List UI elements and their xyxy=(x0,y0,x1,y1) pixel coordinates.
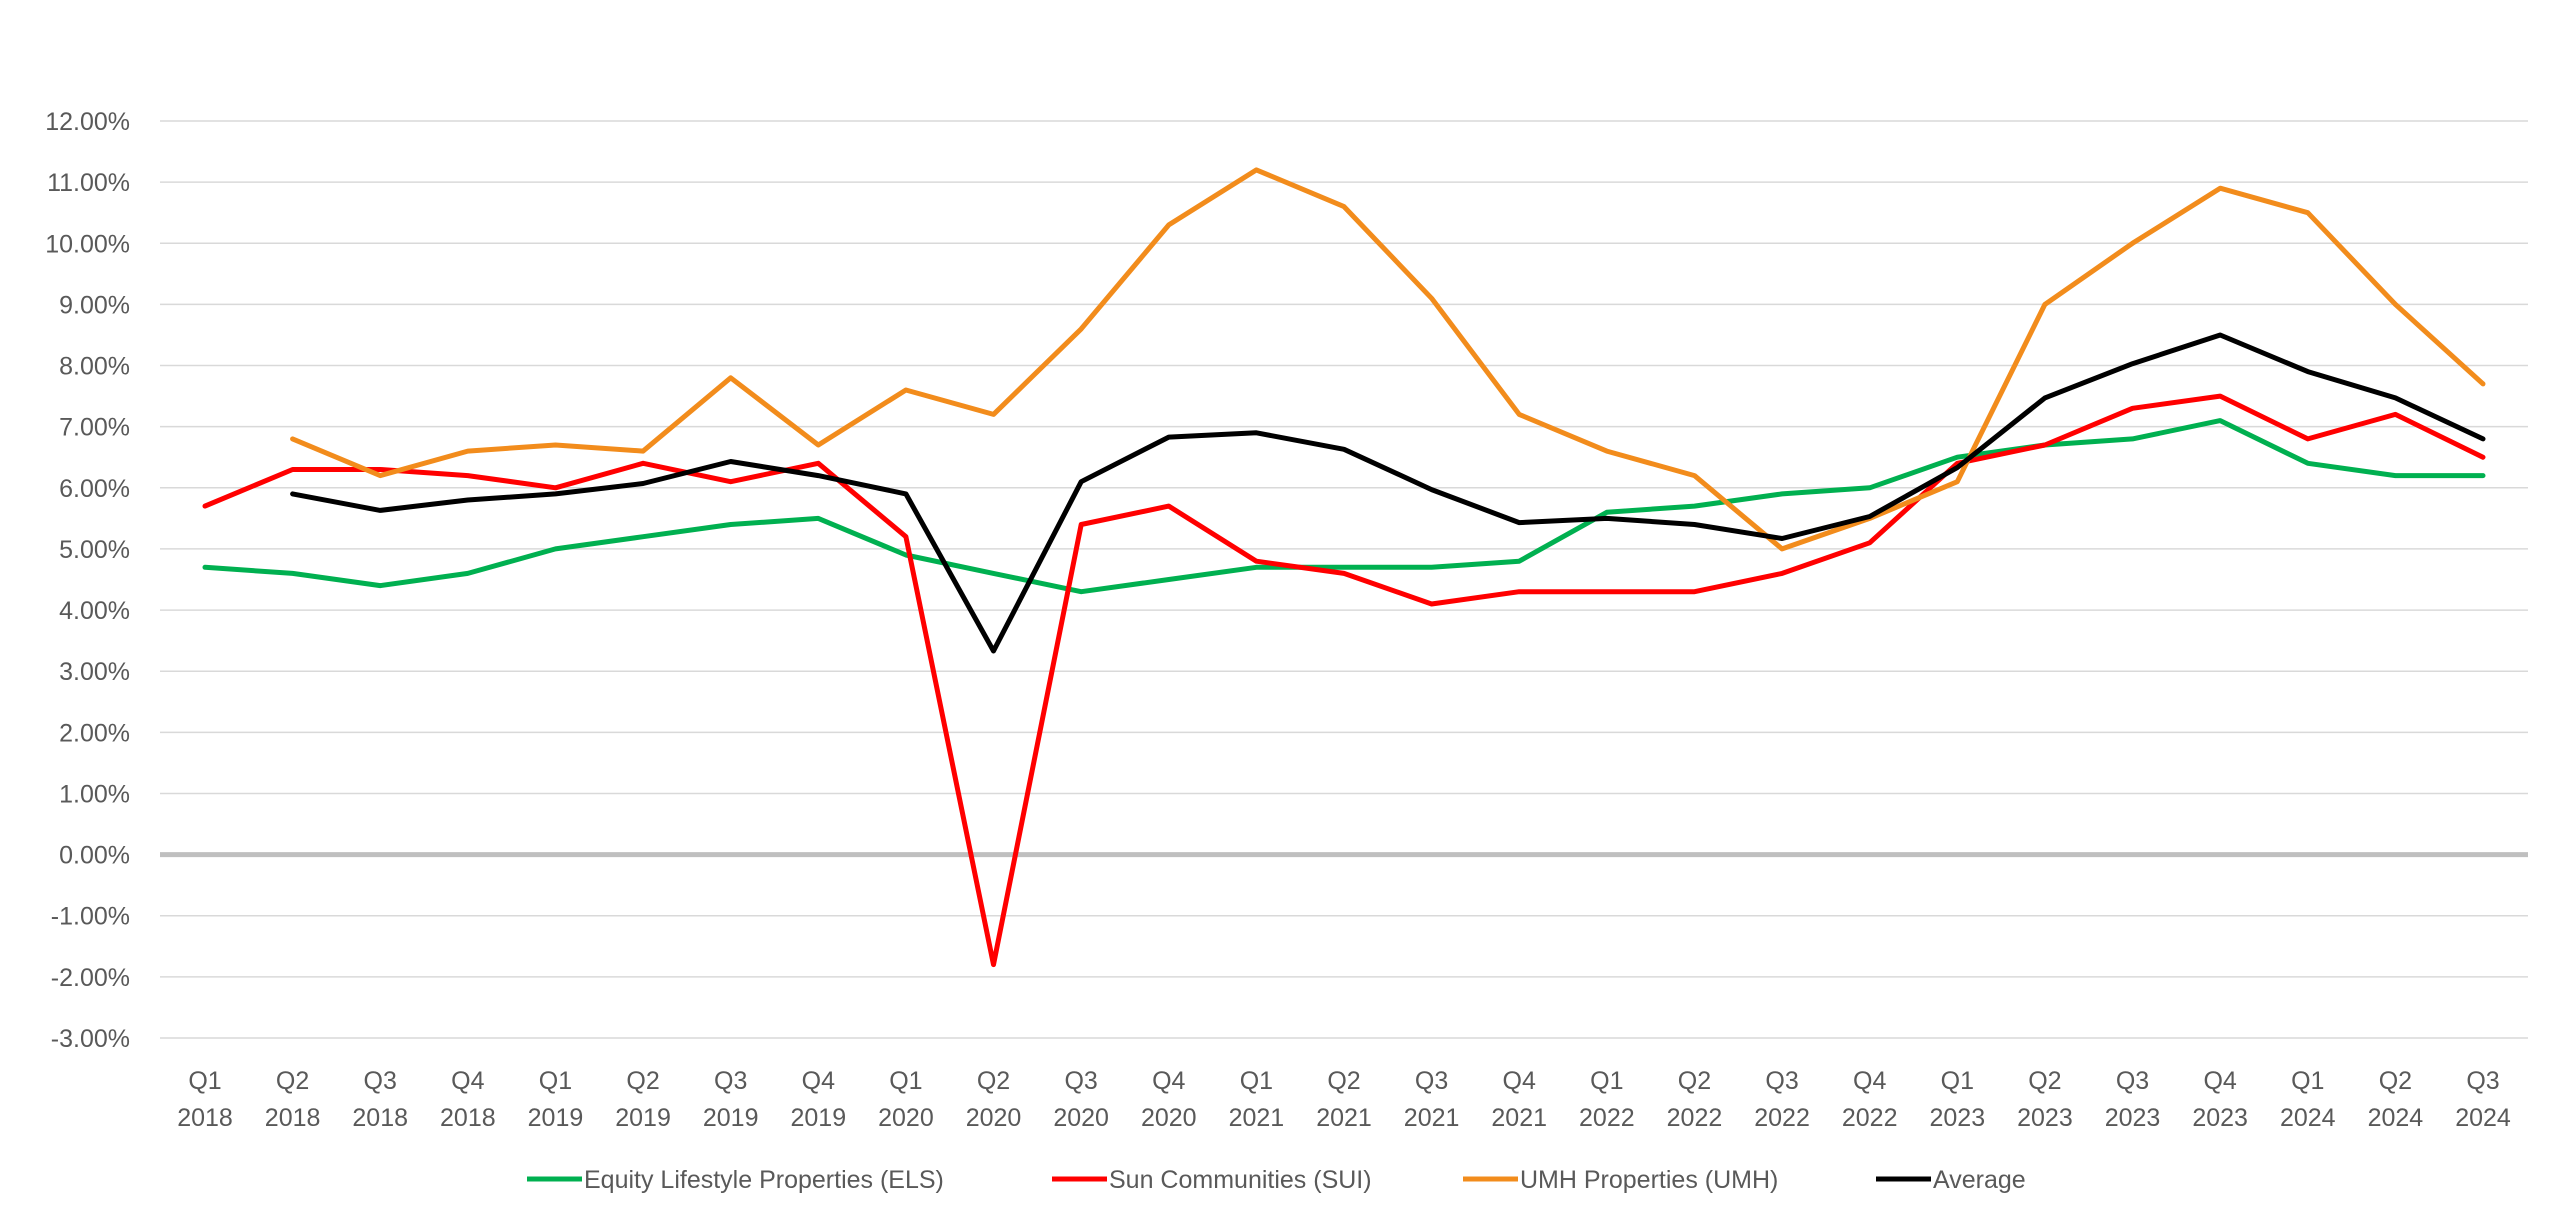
x-tick-label-year: 2021 xyxy=(1229,1104,1285,1132)
series-line-1 xyxy=(202,418,2486,595)
x-tick-label-year: 2023 xyxy=(1929,1104,1985,1132)
legend-label: Sun Communities (SUI) xyxy=(1109,1166,1372,1194)
y-tick-label: 5.00% xyxy=(59,536,130,564)
y-tick-label: 4.00% xyxy=(59,597,130,625)
y-tick-label: -3.00% xyxy=(51,1025,130,1053)
series-line-3 xyxy=(290,167,2486,552)
x-tick-label-quarter: Q4 xyxy=(1152,1067,1185,1095)
x-tick-label-quarter: Q2 xyxy=(276,1067,309,1095)
x-tick-label-quarter: Q3 xyxy=(1064,1067,1097,1095)
x-tick-label-quarter: Q2 xyxy=(626,1067,659,1095)
x-tick-label-quarter: Q4 xyxy=(2203,1067,2236,1095)
x-tick-label-year: 2019 xyxy=(528,1104,584,1132)
x-tick-label-quarter: Q2 xyxy=(1678,1067,1711,1095)
x-tick-label-year: 2024 xyxy=(2280,1104,2336,1132)
x-tick-label-year: 2021 xyxy=(1491,1104,1547,1132)
x-tick-label-year: 2021 xyxy=(1404,1104,1460,1132)
series-line-2 xyxy=(202,393,2486,968)
y-tick-label: -2.00% xyxy=(51,964,130,992)
x-tick-label-quarter: Q3 xyxy=(714,1067,747,1095)
x-tick-label-quarter: Q4 xyxy=(451,1067,484,1095)
y-tick-label: 12.00% xyxy=(45,108,130,136)
x-tick-label-year: 2020 xyxy=(878,1104,934,1132)
x-tick-label-year: 2020 xyxy=(1053,1104,1109,1132)
legend-label: Average xyxy=(1933,1166,2026,1194)
x-tick-label-year: 2018 xyxy=(177,1104,233,1132)
x-tick-label-year: 2018 xyxy=(440,1104,496,1132)
y-axis-tick-labels: -3.00% -2.00% -1.00% 0.00% 1.00% 2.00% 3.00% 4.… xyxy=(45,108,130,1053)
x-tick-label-year: 2020 xyxy=(966,1104,1022,1132)
x-axis-tick-labels: Q1 2018 Q2 2018 Q3 2018 Q4 2018 Q1 2019 Q2 2019 Q3 20… xyxy=(177,1067,2511,1132)
y-tick-label: 3.00% xyxy=(59,658,130,686)
y-tick-label: 1.00% xyxy=(59,780,130,808)
x-tick-label-year: 2021 xyxy=(1316,1104,1372,1132)
x-tick-label-quarter: Q2 xyxy=(1327,1067,1360,1095)
x-tick-label-year: 2018 xyxy=(265,1104,321,1132)
x-tick-label-year: 2023 xyxy=(2105,1104,2161,1132)
x-tick-label-quarter: Q2 xyxy=(2379,1067,2412,1095)
x-tick-label-quarter: Q1 xyxy=(1240,1067,1273,1095)
x-tick-label-year: 2024 xyxy=(2368,1104,2424,1132)
x-tick-label-year: 2022 xyxy=(1754,1104,1810,1132)
series-line-4 xyxy=(290,332,2486,654)
y-tick-label: -1.00% xyxy=(51,903,130,931)
x-tick-label-year: 2020 xyxy=(1141,1104,1197,1132)
x-tick-label-year: 2019 xyxy=(790,1104,846,1132)
x-tick-label-year: 2022 xyxy=(1579,1104,1635,1132)
x-tick-label-quarter: Q4 xyxy=(802,1067,835,1095)
legend: Equity Lifestyle Properties (ELS) Sun Com… xyxy=(527,1166,2026,1194)
x-tick-label-year: 2019 xyxy=(703,1104,759,1132)
x-tick-label-quarter: Q2 xyxy=(977,1067,1010,1095)
x-tick-label-year: 2022 xyxy=(1667,1104,1723,1132)
x-tick-label-year: 2018 xyxy=(352,1104,408,1132)
y-tick-label: 2.00% xyxy=(59,719,130,747)
y-tick-label: 0.00% xyxy=(59,842,130,870)
y-tick-label: 11.00% xyxy=(47,169,130,197)
series-lines xyxy=(202,167,2486,968)
x-tick-label-year: 2022 xyxy=(1842,1104,1898,1132)
x-tick-label-quarter: Q4 xyxy=(1503,1067,1536,1095)
x-tick-label-quarter: Q1 xyxy=(889,1067,922,1095)
y-tick-label: 8.00% xyxy=(59,353,130,381)
x-tick-label-quarter: Q3 xyxy=(1415,1067,1448,1095)
x-tick-label-quarter: Q1 xyxy=(2291,1067,2324,1095)
x-tick-label-quarter: Q3 xyxy=(2116,1067,2149,1095)
x-tick-label-quarter: Q3 xyxy=(364,1067,397,1095)
x-tick-label-quarter: Q1 xyxy=(1590,1067,1623,1095)
x-tick-label-quarter: Q2 xyxy=(2028,1067,2061,1095)
legend-label: UMH Properties (UMH) xyxy=(1520,1166,1778,1194)
x-tick-label-year: 2019 xyxy=(615,1104,671,1132)
y-tick-label: 7.00% xyxy=(59,414,130,442)
x-tick-label-year: 2023 xyxy=(2017,1104,2073,1132)
x-tick-label-quarter: Q1 xyxy=(1941,1067,1974,1095)
x-tick-label-quarter: Q3 xyxy=(2466,1067,2499,1095)
y-tick-label: 6.00% xyxy=(59,475,130,503)
legend-label: Equity Lifestyle Properties (ELS) xyxy=(584,1166,944,1194)
x-tick-label-quarter: Q4 xyxy=(1853,1067,1886,1095)
x-tick-label-year: 2023 xyxy=(2192,1104,2248,1132)
x-tick-label-quarter: Q3 xyxy=(1765,1067,1798,1095)
x-tick-label-quarter: Q1 xyxy=(188,1067,221,1095)
x-tick-label-year: 2024 xyxy=(2455,1104,2511,1132)
y-tick-label: 10.00% xyxy=(45,230,130,258)
y-tick-label: 9.00% xyxy=(59,291,130,319)
x-tick-label-quarter: Q1 xyxy=(539,1067,572,1095)
